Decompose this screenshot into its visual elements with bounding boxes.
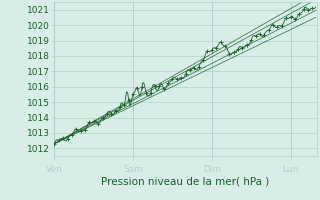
X-axis label: Pression niveau de la mer( hPa ): Pression niveau de la mer( hPa ) bbox=[101, 177, 270, 187]
